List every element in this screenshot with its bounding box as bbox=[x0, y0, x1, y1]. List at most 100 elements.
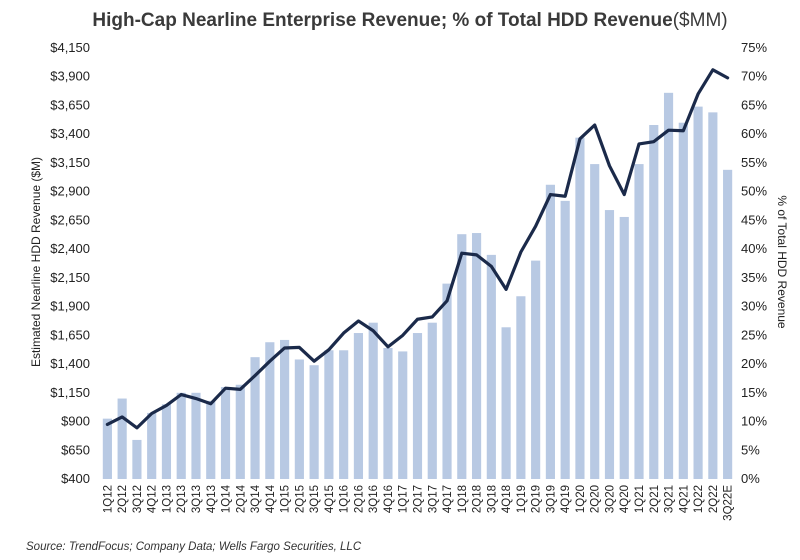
bar-4Q18 bbox=[501, 327, 511, 479]
x-tick-label: 3Q14 bbox=[250, 484, 262, 513]
bar-4Q15 bbox=[324, 350, 334, 479]
x-axis-ticks: 1Q12 2Q12 3Q12 4Q12 1Q13 2Q13 3Q13 4Q13 1Q14 2Q14… bbox=[102, 484, 734, 520]
x-tick-label: 3Q12 bbox=[132, 485, 144, 513]
y2-tick-label: 50% bbox=[741, 184, 767, 199]
y-tick-label: $3,150 bbox=[50, 155, 90, 170]
y2-tick-label: 10% bbox=[741, 414, 767, 429]
y-tick-label: $2,650 bbox=[50, 212, 90, 227]
y2-tick-label: 20% bbox=[741, 356, 767, 371]
y2-tick-label: 55% bbox=[741, 155, 767, 170]
x-tick-label: 1Q12 bbox=[102, 485, 114, 513]
y-tick-label: $650 bbox=[61, 442, 90, 457]
y-tick-label: $3,900 bbox=[50, 69, 90, 84]
x-tick-label: 1Q18 bbox=[457, 485, 469, 513]
x-tick-label: 3Q17 bbox=[427, 485, 439, 513]
bar-1Q15 bbox=[280, 339, 290, 479]
bar-2Q19 bbox=[531, 260, 541, 479]
x-tick-label: 4Q12 bbox=[147, 485, 159, 513]
bar-3Q13 bbox=[191, 392, 201, 479]
bar-4Q19 bbox=[560, 200, 570, 479]
y-tick-label: $3,650 bbox=[50, 97, 90, 112]
y2-tick-label: 5% bbox=[741, 442, 760, 457]
x-tick-label: 2Q22 bbox=[708, 485, 720, 513]
x-tick-label: 1Q13 bbox=[161, 485, 173, 513]
bar-3Q14 bbox=[250, 357, 260, 479]
bar-3Q19 bbox=[545, 184, 555, 479]
bar-1Q19 bbox=[516, 296, 526, 479]
bar-1Q18 bbox=[457, 234, 467, 479]
bar-2Q22 bbox=[708, 112, 718, 479]
x-tick-label: 4Q16 bbox=[383, 485, 395, 513]
bar-1Q22 bbox=[693, 106, 703, 479]
bar-3Q21 bbox=[663, 92, 674, 479]
bar-3Q15 bbox=[309, 365, 319, 479]
y2-tick-label: 35% bbox=[741, 270, 767, 285]
chart-title-main: High-Cap Nearline Enterprise Revenue; % … bbox=[92, 10, 672, 31]
bar-1Q14 bbox=[220, 387, 231, 479]
bar-2Q17 bbox=[412, 333, 423, 479]
y2-tick-label: 60% bbox=[741, 126, 767, 141]
x-tick-label: 3Q18 bbox=[486, 485, 498, 513]
y-tick-label: $1,650 bbox=[50, 327, 90, 342]
x-tick-label: 3Q19 bbox=[545, 485, 557, 513]
y-tick-label: $1,400 bbox=[50, 356, 90, 371]
x-tick-label: 1Q15 bbox=[280, 485, 292, 513]
bar-2Q12 bbox=[117, 398, 127, 479]
bar-3Q18 bbox=[486, 254, 496, 479]
bar-2Q21 bbox=[649, 125, 659, 479]
x-tick-label: 2Q21 bbox=[649, 485, 661, 513]
y-tick-label: $2,900 bbox=[50, 184, 90, 199]
bar-1Q13 bbox=[161, 404, 172, 479]
x-tick-label: 1Q14 bbox=[221, 484, 233, 513]
x-tick-label: 4Q15 bbox=[324, 485, 336, 513]
bar-1Q16 bbox=[339, 350, 349, 479]
bar-4Q16 bbox=[383, 347, 393, 479]
x-tick-label: 4Q13 bbox=[206, 485, 218, 513]
right-axis-label: % of Total HDD Revenue bbox=[775, 195, 789, 329]
y2-tick-label: 75% bbox=[741, 40, 767, 55]
x-tick-label: 1Q22 bbox=[693, 485, 705, 513]
bar-2Q16 bbox=[353, 333, 364, 479]
x-tick-label: 2Q13 bbox=[176, 485, 188, 513]
y2-tick-label: 45% bbox=[741, 212, 767, 227]
bar-4Q13 bbox=[206, 400, 216, 479]
source-note: Source: TrendFocus; Company Data; Wells … bbox=[26, 541, 362, 553]
bar-1Q17 bbox=[398, 351, 408, 479]
bar-2Q18 bbox=[471, 233, 482, 479]
x-tick-label: 3Q16 bbox=[368, 485, 380, 513]
bar-3Q17 bbox=[427, 322, 437, 479]
bars-group bbox=[102, 92, 733, 479]
x-tick-label: 3Q13 bbox=[191, 485, 203, 513]
bar-3Q22E bbox=[723, 169, 733, 479]
y-tick-label: $2,150 bbox=[50, 270, 90, 285]
y2-tick-label: 25% bbox=[741, 327, 767, 342]
bar-4Q14 bbox=[265, 342, 275, 479]
x-tick-label: 1Q17 bbox=[398, 485, 410, 513]
chart-title-unit: ($MM) bbox=[673, 10, 728, 31]
bar-3Q12 bbox=[132, 439, 142, 479]
x-tick-label: 3Q22E bbox=[723, 485, 735, 521]
bar-4Q20 bbox=[619, 216, 629, 479]
x-tick-label: 2Q16 bbox=[353, 485, 365, 513]
x-tick-label: 2Q18 bbox=[472, 485, 484, 513]
right-axis-ticks: 0% 5% 10% 15% 20% 25% 30% 35% 40% 45% 50% 55% 60% 65%… bbox=[741, 40, 767, 486]
bar-1Q21 bbox=[634, 164, 644, 479]
x-tick-label: 2Q19 bbox=[531, 485, 543, 513]
x-tick-label: 3Q15 bbox=[309, 485, 321, 513]
x-tick-label: 4Q21 bbox=[678, 485, 690, 513]
y-tick-label: $1,150 bbox=[50, 385, 90, 400]
left-axis-ticks: $400 $650 $900 $1,150 $1,400 $1,650 $1,900 $2,1… bbox=[50, 40, 90, 486]
bar-1Q12 bbox=[102, 418, 112, 479]
y-tick-label: $3,400 bbox=[50, 126, 90, 141]
y2-tick-label: 40% bbox=[741, 241, 767, 256]
x-tick-label: 1Q19 bbox=[516, 485, 528, 513]
bar-2Q15 bbox=[294, 359, 304, 479]
x-tick-label: 3Q21 bbox=[664, 485, 676, 513]
y2-tick-label: 65% bbox=[741, 97, 767, 112]
x-tick-label: 4Q17 bbox=[442, 485, 454, 513]
x-tick-label: 2Q15 bbox=[294, 485, 306, 513]
y-tick-label: $1,900 bbox=[50, 299, 90, 314]
bar-3Q20 bbox=[604, 210, 615, 479]
bar-2Q13 bbox=[176, 392, 186, 479]
